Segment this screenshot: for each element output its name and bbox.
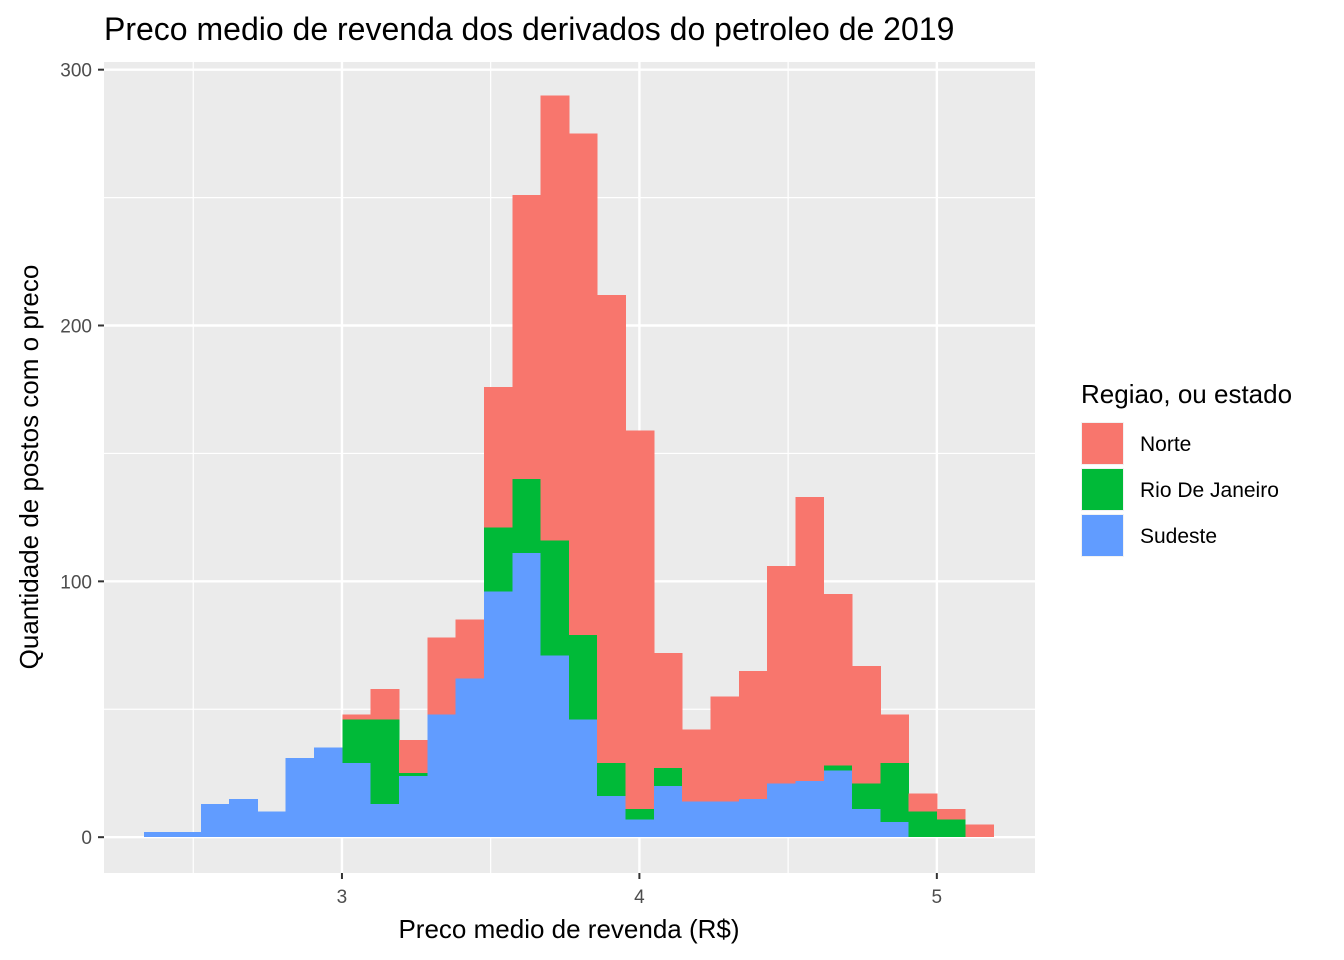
x-tick-label: 3 xyxy=(337,887,348,908)
legend-swatch xyxy=(1082,469,1123,510)
legend-item: Sudeste xyxy=(1081,514,1217,557)
bar-segment-sudeste xyxy=(512,553,541,838)
bar-segment-norte xyxy=(512,195,541,480)
bar-segment-sudeste xyxy=(455,678,485,838)
bar-segment-norte xyxy=(540,95,570,541)
bar-segment-rio-de-janeiro xyxy=(568,635,598,720)
y-tick-label: 300 xyxy=(60,61,92,82)
bar-segment-norte xyxy=(738,670,768,799)
bar-segment-sudeste xyxy=(795,780,825,838)
bar-segment-rio-de-janeiro xyxy=(653,768,683,787)
bar-segment-sudeste xyxy=(399,775,428,838)
bar-segment-rio-de-janeiro xyxy=(597,762,626,797)
legend: Regiao, ou estado Norte Rio De Janeiro Sud… xyxy=(1081,379,1292,557)
bar-segment-rio-de-janeiro xyxy=(540,540,570,656)
bar-segment-norte xyxy=(399,739,428,774)
bar-segment-sudeste xyxy=(823,770,853,838)
bar-segment-rio-de-janeiro xyxy=(342,719,372,763)
y-tick-label: 0 xyxy=(81,828,92,849)
bar-segment-sudeste xyxy=(852,809,881,838)
bar-segment-sudeste xyxy=(540,655,570,838)
bar-segment-sudeste xyxy=(229,798,258,838)
bar-segment-sudeste xyxy=(653,786,683,838)
bar-segment-norte xyxy=(483,386,513,528)
bar-segment-sudeste xyxy=(370,803,400,838)
bar-segment-sudeste xyxy=(597,796,626,838)
bar-segment-norte xyxy=(370,688,400,720)
legend-item: Norte xyxy=(1081,422,1191,465)
bar-segment-norte xyxy=(427,637,457,715)
legend-label: Norte xyxy=(1140,433,1191,456)
bar-segment-norte xyxy=(767,565,796,784)
legend-items: Norte Rio De Janeiro Sudeste xyxy=(1081,422,1279,557)
bar-segment-norte xyxy=(880,714,910,763)
bar-segment-rio-de-janeiro xyxy=(880,762,910,822)
bar-segment-sudeste xyxy=(285,757,315,838)
bar-segment-norte xyxy=(653,652,683,769)
bar-segment-rio-de-janeiro xyxy=(370,719,400,804)
bar-segment-sudeste xyxy=(738,798,768,838)
bar-segment-sudeste xyxy=(427,714,457,838)
bar-segment-norte xyxy=(682,729,711,802)
bar-segment-rio-de-janeiro xyxy=(625,809,655,820)
bar-segment-sudeste xyxy=(172,832,202,838)
bar-segment-rio-de-janeiro xyxy=(908,811,938,838)
bar-segment-rio-de-janeiro xyxy=(512,479,541,554)
legend-label: Rio De Janeiro xyxy=(1140,479,1279,502)
y-axis-label: Quantidade de postos com o preco xyxy=(14,265,44,670)
bar-segment-norte xyxy=(908,793,938,812)
bar-segment-sudeste xyxy=(144,832,173,838)
bar-segment-norte xyxy=(455,619,485,679)
bar-segment-sudeste xyxy=(314,747,343,838)
chart-title: Preco medio de revenda dos derivados do … xyxy=(104,11,954,47)
bar-segment-sudeste xyxy=(257,811,287,838)
legend-swatch xyxy=(1082,423,1123,464)
legend-label: Sudeste xyxy=(1140,525,1217,548)
bar-segment-sudeste xyxy=(200,803,230,838)
y-tick-label: 200 xyxy=(60,317,92,338)
bar-segment-norte xyxy=(710,696,740,802)
bar-segment-sudeste xyxy=(568,719,598,838)
bar-segment-norte xyxy=(823,594,853,766)
bar-segment-sudeste xyxy=(682,801,711,838)
bar-segment-sudeste xyxy=(710,801,740,838)
bar-segment-sudeste xyxy=(625,819,655,838)
y-tick-label: 100 xyxy=(60,572,92,593)
bar-segment-norte xyxy=(342,714,372,720)
bar-segment-sudeste xyxy=(342,762,372,838)
bar-segment-rio-de-janeiro xyxy=(399,773,428,776)
bar-segment-sudeste xyxy=(880,821,910,838)
bars xyxy=(144,95,995,838)
bar-segment-rio-de-janeiro xyxy=(483,527,513,592)
bar-segment-norte xyxy=(937,809,966,820)
bar-segment-rio-de-janeiro xyxy=(852,783,881,810)
bar-segment-sudeste xyxy=(767,783,796,838)
bar-segment-sudeste xyxy=(483,591,513,838)
bar-segment-norte xyxy=(795,496,825,781)
legend-title: Regiao, ou estado xyxy=(1081,379,1292,409)
bar-segment-rio-de-janeiro xyxy=(937,819,966,838)
legend-swatch xyxy=(1082,515,1123,556)
x-axis-label: Preco medio de revenda (R$) xyxy=(398,914,739,944)
bar-segment-norte xyxy=(568,133,598,636)
axes: 3 4 5 0 100 200 300 xyxy=(60,61,942,908)
legend-item: Rio De Janeiro xyxy=(1081,468,1279,511)
bar-segment-norte xyxy=(597,294,626,763)
x-tick-label: 4 xyxy=(634,887,645,908)
bar-segment-rio-de-janeiro xyxy=(823,765,853,771)
bar-segment-norte xyxy=(965,824,995,838)
bar-segment-norte xyxy=(852,665,881,784)
x-tick-label: 5 xyxy=(932,887,943,908)
bar-segment-norte xyxy=(625,430,655,810)
